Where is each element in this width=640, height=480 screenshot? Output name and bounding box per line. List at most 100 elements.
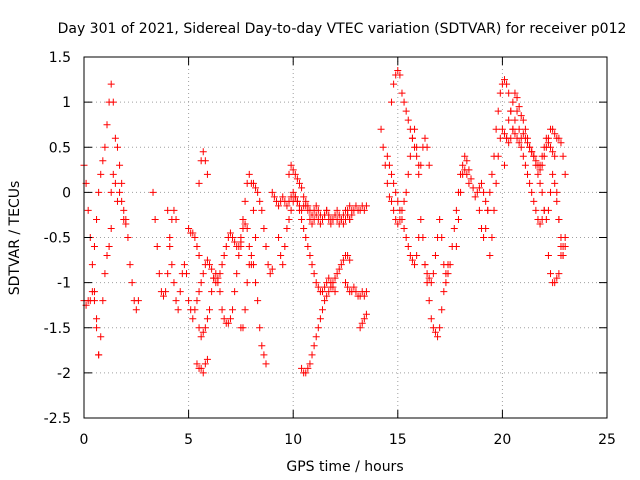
data-point — [425, 297, 433, 305]
data-point — [93, 215, 101, 223]
data-point — [440, 261, 448, 269]
data-point — [107, 188, 115, 196]
data-point — [323, 206, 331, 214]
data-point — [151, 215, 159, 223]
data-point — [93, 324, 101, 332]
data-point — [385, 193, 393, 201]
data-point — [97, 170, 105, 178]
x-tick-label: 20 — [493, 432, 511, 448]
series-arc-e — [107, 170, 142, 314]
y-tick-label: 0.5 — [49, 140, 71, 156]
data-point — [423, 270, 431, 278]
data-point — [298, 184, 306, 192]
data-point — [385, 161, 393, 169]
data-point — [201, 157, 209, 165]
data-point — [111, 179, 119, 187]
data-point — [220, 315, 228, 323]
data-point — [302, 369, 310, 377]
data-point — [308, 351, 316, 359]
data-point — [199, 328, 207, 336]
data-point — [408, 134, 416, 142]
data-point — [153, 243, 161, 251]
data-point — [208, 288, 216, 296]
data-point — [555, 270, 563, 278]
data-point — [88, 261, 96, 269]
data-point — [505, 116, 513, 124]
data-point — [496, 89, 504, 97]
data-point — [415, 161, 423, 169]
series-arc-ac — [500, 89, 569, 260]
data-point — [415, 170, 423, 178]
chart-title: Day 301 of 2021, Sidereal Day-to-day VTE… — [58, 21, 627, 37]
data-point — [404, 243, 412, 251]
data-point — [166, 234, 174, 241]
data-point — [536, 179, 544, 187]
series-arc-i — [193, 355, 211, 377]
data-point — [170, 206, 178, 214]
data-point — [442, 279, 450, 287]
data-point — [275, 234, 283, 241]
data-point — [379, 143, 387, 151]
data-point — [417, 215, 425, 223]
data-point — [260, 224, 268, 232]
data-point — [318, 215, 326, 223]
data-point — [172, 297, 180, 305]
x-tick-label: 10 — [284, 432, 302, 448]
data-point — [427, 279, 435, 287]
data-point — [398, 89, 406, 97]
data-point — [306, 360, 314, 368]
series-arc-m — [237, 170, 260, 251]
data-point — [511, 116, 519, 124]
y-tick-label: -1.5 — [44, 321, 71, 337]
data-point — [291, 170, 299, 178]
data-point — [174, 306, 182, 314]
data-point — [561, 234, 569, 241]
data-point — [176, 288, 184, 296]
data-point — [262, 243, 270, 251]
data-point — [155, 270, 163, 278]
data-point — [511, 89, 519, 97]
data-point — [289, 188, 297, 196]
data-point — [542, 215, 550, 223]
data-point — [557, 139, 565, 147]
data-points — [80, 67, 569, 377]
data-point — [425, 161, 433, 169]
data-point — [256, 324, 264, 332]
data-point — [507, 107, 515, 115]
data-point — [515, 139, 523, 147]
data-point — [300, 193, 308, 201]
series-arc-o — [275, 193, 339, 296]
data-point — [295, 179, 303, 187]
data-point — [245, 170, 253, 178]
data-point — [400, 197, 408, 205]
data-point — [304, 243, 312, 251]
data-point — [116, 188, 124, 196]
data-point — [300, 224, 308, 232]
data-point — [477, 179, 485, 187]
data-point — [318, 288, 326, 296]
data-point — [304, 364, 312, 372]
data-point — [335, 220, 343, 228]
data-point — [252, 184, 260, 192]
data-point — [128, 279, 136, 287]
data-point — [534, 170, 542, 178]
data-point — [193, 297, 201, 305]
data-point — [281, 243, 289, 251]
data-point — [337, 261, 345, 269]
data-point — [164, 270, 172, 278]
data-point — [542, 134, 550, 142]
data-point — [302, 202, 310, 210]
data-point — [360, 292, 368, 300]
data-point — [327, 283, 335, 291]
data-point — [500, 130, 508, 138]
series-arc-p — [268, 188, 354, 228]
data-point — [99, 157, 107, 165]
data-point — [446, 261, 454, 269]
data-point — [134, 297, 142, 305]
data-point — [344, 252, 352, 260]
data-point — [519, 116, 527, 124]
data-point — [549, 148, 557, 156]
x-tick-label: 25 — [598, 432, 616, 448]
data-point — [277, 252, 285, 260]
data-point — [302, 234, 310, 241]
